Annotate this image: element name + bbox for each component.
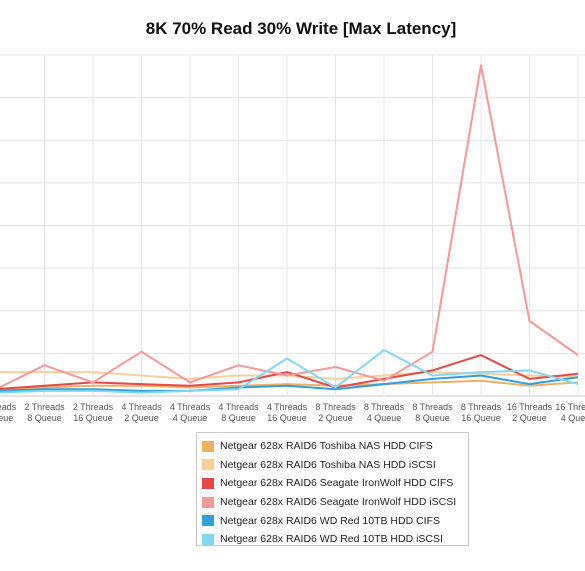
legend-item[interactable]: Netgear 628x RAID6 Toshiba NAS HDD iSCSI — [202, 456, 468, 475]
x-tick-label: 4 Threads 2 Queue — [121, 402, 162, 423]
series-lines — [0, 64, 579, 394]
series-line-4 — [0, 64, 579, 389]
x-tick-label: 2 Threads 16 Queue — [73, 402, 114, 423]
x-tick-label: 4 Threads 8 Queue — [218, 402, 259, 423]
gridlines — [0, 54, 585, 397]
legend-item[interactable]: Netgear 628x RAID6 Toshiba NAS HDD CIFS — [202, 437, 468, 456]
series-line-6 — [0, 349, 579, 394]
legend-item[interactable]: Netgear 628x RAID6 Seagate IronWolf HDD … — [202, 493, 468, 512]
legend: Netgear 628x RAID6 Toshiba NAS HDD CIFS N… — [196, 432, 469, 546]
legend-label: Netgear 628x RAID6 Toshiba NAS HDD CIFS — [220, 440, 433, 453]
legend-swatch — [202, 477, 214, 489]
legend-item[interactable]: Netgear 628x RAID6 WD Red 10TB HDD iSCSI — [202, 530, 468, 549]
legend-swatch — [202, 533, 214, 545]
x-tick-label: 2 Threads 8 Queue — [24, 402, 65, 423]
legend-label: Netgear 628x RAID6 Seagate IronWolf HDD … — [220, 477, 454, 490]
chart-title: 8K 70% Read 30% Write [Max Latency] — [145, 19, 457, 38]
x-tick-label: 8 Threads 2 Queue — [315, 402, 356, 423]
legend-swatch — [202, 496, 214, 508]
x-tick-label: 16 Threads 2 Queue — [507, 402, 553, 423]
legend-item[interactable]: Netgear 628x RAID6 Seagate IronWolf HDD … — [202, 474, 468, 493]
x-tick-label: 4 Threads 16 Queue — [267, 402, 308, 423]
legend-swatch — [202, 515, 214, 527]
series-line-1 — [0, 379, 579, 391]
legend-item[interactable]: Netgear 628x RAID6 WD Red 10TB HDD CIFS — [202, 511, 468, 530]
legend-swatch — [202, 440, 214, 452]
x-tick-label: 8 Threads 16 Queue — [461, 402, 502, 423]
legend-swatch — [202, 459, 214, 471]
x-tick-label: 8 Threads 4 Queue — [364, 402, 405, 423]
series-line-5 — [0, 374, 579, 392]
legend-label: Netgear 628x RAID6 WD Red 10TB HDD CIFS — [220, 514, 440, 527]
x-tick-label: 4 Threads 4 Queue — [170, 402, 211, 423]
legend-label: Netgear 628x RAID6 Toshiba NAS HDD iSCSI — [220, 458, 436, 471]
legend-label: Netgear 628x RAID6 WD Red 10TB HDD iSCSI — [220, 533, 443, 546]
legend-label: Netgear 628x RAID6 Seagate IronWolf HDD … — [220, 496, 457, 509]
x-tick-label: 8 Threads 8 Queue — [412, 402, 453, 423]
